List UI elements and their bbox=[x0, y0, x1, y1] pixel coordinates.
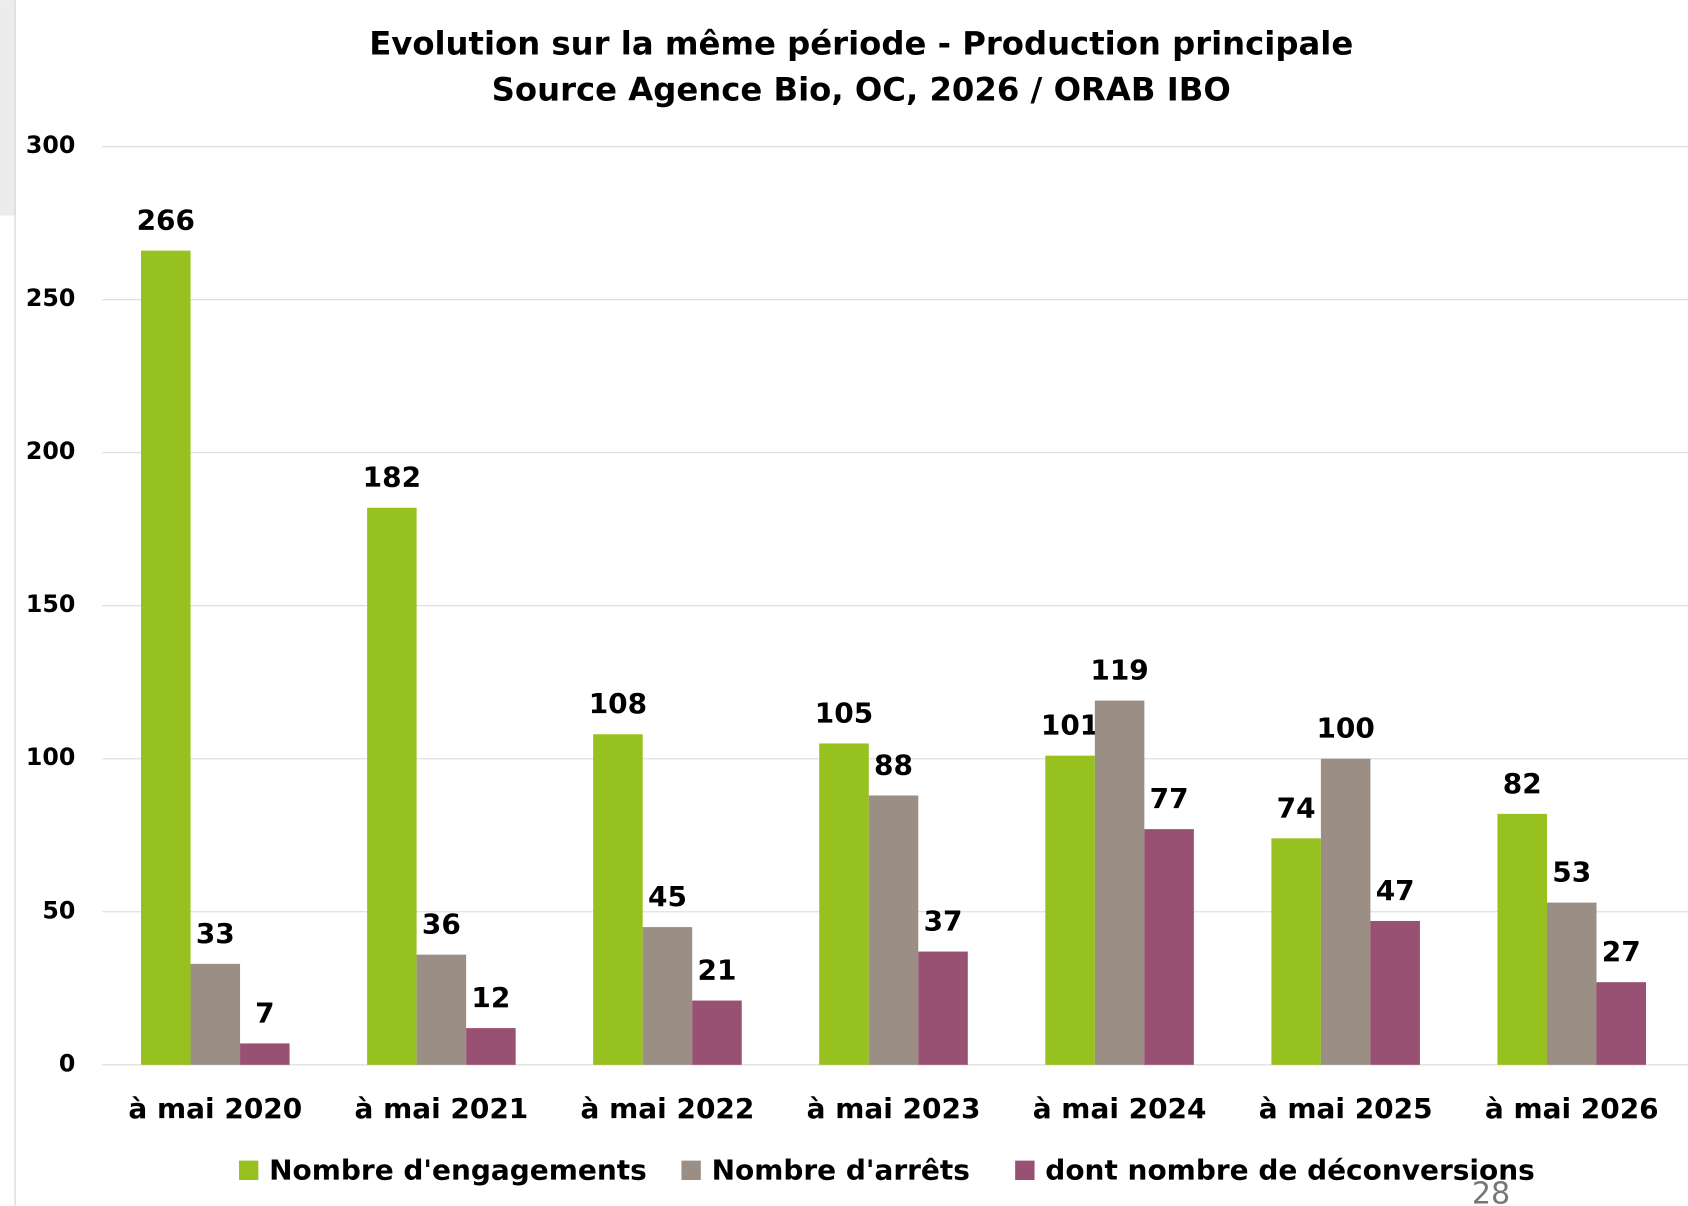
bar bbox=[1497, 813, 1547, 1065]
background-panel bbox=[0, 0, 16, 216]
value-label: 45 bbox=[648, 880, 687, 913]
chart-title: Evolution sur la même période - Producti… bbox=[369, 24, 1353, 62]
value-label: 27 bbox=[1602, 935, 1641, 968]
value-label: 37 bbox=[924, 905, 963, 938]
value-label: 119 bbox=[1090, 654, 1148, 687]
y-tick-label: 0 bbox=[59, 1049, 75, 1077]
bar bbox=[1094, 700, 1145, 1065]
y-tick-label: 150 bbox=[26, 590, 75, 618]
bar bbox=[1271, 838, 1321, 1065]
value-label: 100 bbox=[1316, 712, 1374, 745]
bar bbox=[141, 250, 191, 1065]
bar bbox=[1370, 920, 1420, 1065]
value-label: 266 bbox=[137, 204, 195, 237]
y-tick-label: 200 bbox=[26, 437, 75, 465]
bar bbox=[819, 743, 869, 1065]
bar bbox=[692, 1000, 742, 1065]
bar bbox=[868, 795, 919, 1065]
value-label: 47 bbox=[1376, 874, 1415, 907]
page-number: 28 bbox=[1472, 1177, 1510, 1206]
value-label: 88 bbox=[874, 748, 913, 781]
x-tick-label: à mai 2024 bbox=[1033, 1092, 1207, 1125]
value-label: 33 bbox=[196, 917, 235, 950]
value-label: 74 bbox=[1277, 791, 1316, 824]
x-tick-label: à mai 2025 bbox=[1259, 1092, 1433, 1125]
legend-swatch bbox=[1015, 1160, 1035, 1181]
bar bbox=[1546, 902, 1597, 1065]
chart-subtitle: Source Agence Bio, OC, 2026 / ORAB IBO bbox=[492, 71, 1231, 109]
value-label: 21 bbox=[698, 953, 737, 986]
bar bbox=[1596, 982, 1647, 1065]
y-tick-label: 250 bbox=[26, 284, 75, 312]
x-tick-label: à mai 2022 bbox=[581, 1092, 755, 1125]
legend-label: dont nombre de déconversions bbox=[1045, 1153, 1534, 1186]
x-tick-label: à mai 2026 bbox=[1485, 1092, 1659, 1125]
bar bbox=[1045, 755, 1095, 1065]
value-label: 108 bbox=[589, 687, 647, 720]
value-label: 36 bbox=[422, 908, 461, 941]
value-label: 12 bbox=[471, 981, 510, 1014]
bar bbox=[367, 507, 417, 1065]
bar bbox=[190, 963, 241, 1065]
value-label: 82 bbox=[1503, 767, 1542, 800]
legend-swatch bbox=[681, 1160, 701, 1181]
bar bbox=[1144, 829, 1194, 1065]
value-label: 7 bbox=[255, 996, 274, 1029]
value-label: 182 bbox=[363, 461, 421, 494]
bar bbox=[466, 1028, 516, 1065]
value-label: 77 bbox=[1150, 782, 1189, 815]
y-tick-label: 300 bbox=[26, 131, 75, 159]
x-tick-label: à mai 2023 bbox=[807, 1092, 981, 1125]
x-tick-label: à mai 2021 bbox=[354, 1092, 528, 1125]
bar bbox=[642, 927, 693, 1065]
value-label: 105 bbox=[815, 696, 873, 729]
y-tick-label: 100 bbox=[26, 743, 75, 771]
y-tick-label: 50 bbox=[42, 896, 75, 924]
value-label: 53 bbox=[1552, 856, 1591, 889]
bar bbox=[1320, 758, 1371, 1065]
legend-label: Nombre d'arrêts bbox=[712, 1153, 970, 1186]
bar bbox=[918, 951, 968, 1065]
bar bbox=[593, 734, 643, 1065]
legend-swatch bbox=[238, 1160, 259, 1181]
bar bbox=[416, 954, 467, 1065]
value-label: 101 bbox=[1041, 709, 1099, 742]
bar bbox=[240, 1043, 290, 1065]
x-tick-label: à mai 2020 bbox=[128, 1092, 302, 1125]
legend-label: Nombre d'engagements bbox=[269, 1153, 647, 1186]
